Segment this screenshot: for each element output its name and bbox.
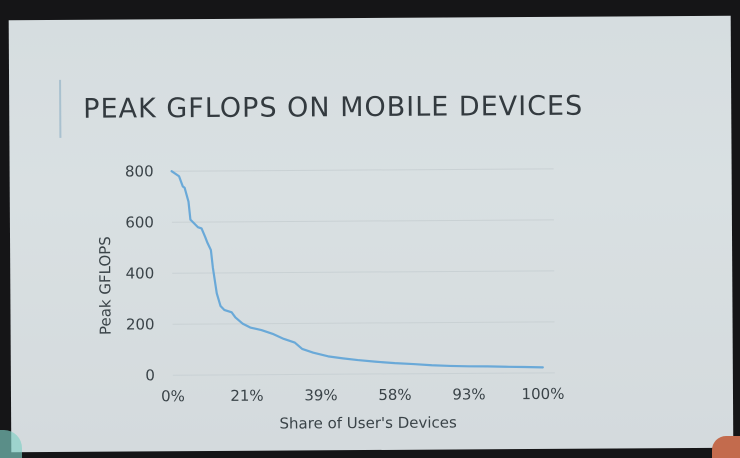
y-tick-label: 800 — [125, 162, 154, 180]
x-tick-label: 58% — [378, 386, 411, 404]
presentation-slide: PEAK GFLOPS ON MOBILE DEVICES 0 200 400 600… — [8, 15, 734, 453]
y-tick-label: 200 — [126, 315, 155, 333]
y-tick-label: 400 — [126, 264, 155, 282]
x-axis-ticks: 0% 21% 39% 58% 93% 100% — [161, 385, 564, 405]
x-tick-label: 0% — [161, 387, 185, 405]
hand-in-frame — [712, 436, 740, 458]
line-chart: 0 200 400 600 800 0% 21% 39% 58% 93% 100% Peak GF… — [96, 162, 564, 432]
x-tick-label: 93% — [452, 385, 485, 403]
gridline — [172, 372, 555, 376]
series-line — [170, 170, 544, 369]
gridline — [171, 168, 554, 172]
x-axis-label: Share of User's Devices — [279, 413, 457, 432]
y-tick-label: 0 — [145, 366, 155, 384]
x-tick-label: 21% — [230, 387, 263, 405]
chart-gridlines — [171, 168, 555, 376]
edge-light-reflection — [0, 430, 22, 458]
y-tick-label: 600 — [125, 213, 154, 231]
x-tick-label: 100% — [521, 385, 564, 403]
gridline — [172, 270, 555, 274]
y-axis-ticks: 0 200 400 600 800 — [125, 162, 155, 384]
gridline — [171, 219, 554, 223]
gridline — [172, 321, 555, 325]
y-axis-label: Peak GFLOPS — [96, 236, 115, 335]
x-tick-label: 39% — [304, 386, 337, 404]
